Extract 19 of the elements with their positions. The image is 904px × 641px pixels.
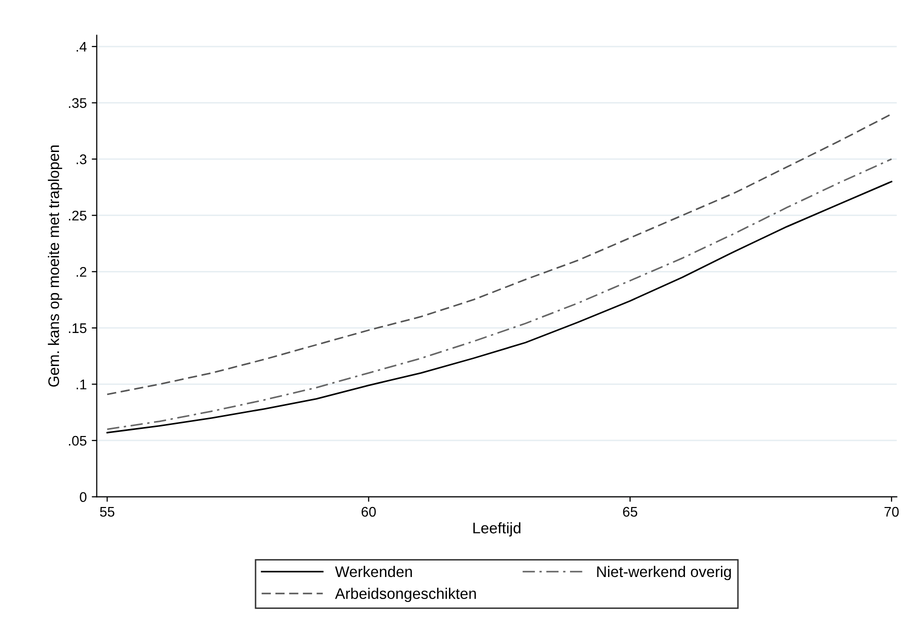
y-tick-label: .2 [76,266,86,277]
y-tick-label: .3 [76,154,86,164]
x-tick-label: 60 [362,506,376,517]
y-tick-label: .25 [68,210,86,221]
y-tick-label: .1 [76,380,86,390]
line-series [106,113,892,396]
x-tick-label: 55 [100,507,114,517]
legend-label: Niet-werkend overig [597,566,731,580]
y-tick-label: .05 [68,436,86,446]
legend-label: Arbeidsongeschikten [335,588,476,602]
y-tick-label: .4 [76,42,87,52]
x-tick-label: 70 [884,506,899,517]
x-tick-label: 65 [623,506,638,517]
legend-label: Werkenden [335,566,412,578]
x-axis-title: Leeftijd [473,522,520,536]
y-axis-title: Gem. kans op moeite met traplopen [48,146,62,387]
y-tick-label: .35 [68,98,86,108]
y-tick-label: .15 [68,323,86,334]
y-tick-label: 0 [80,492,86,502]
